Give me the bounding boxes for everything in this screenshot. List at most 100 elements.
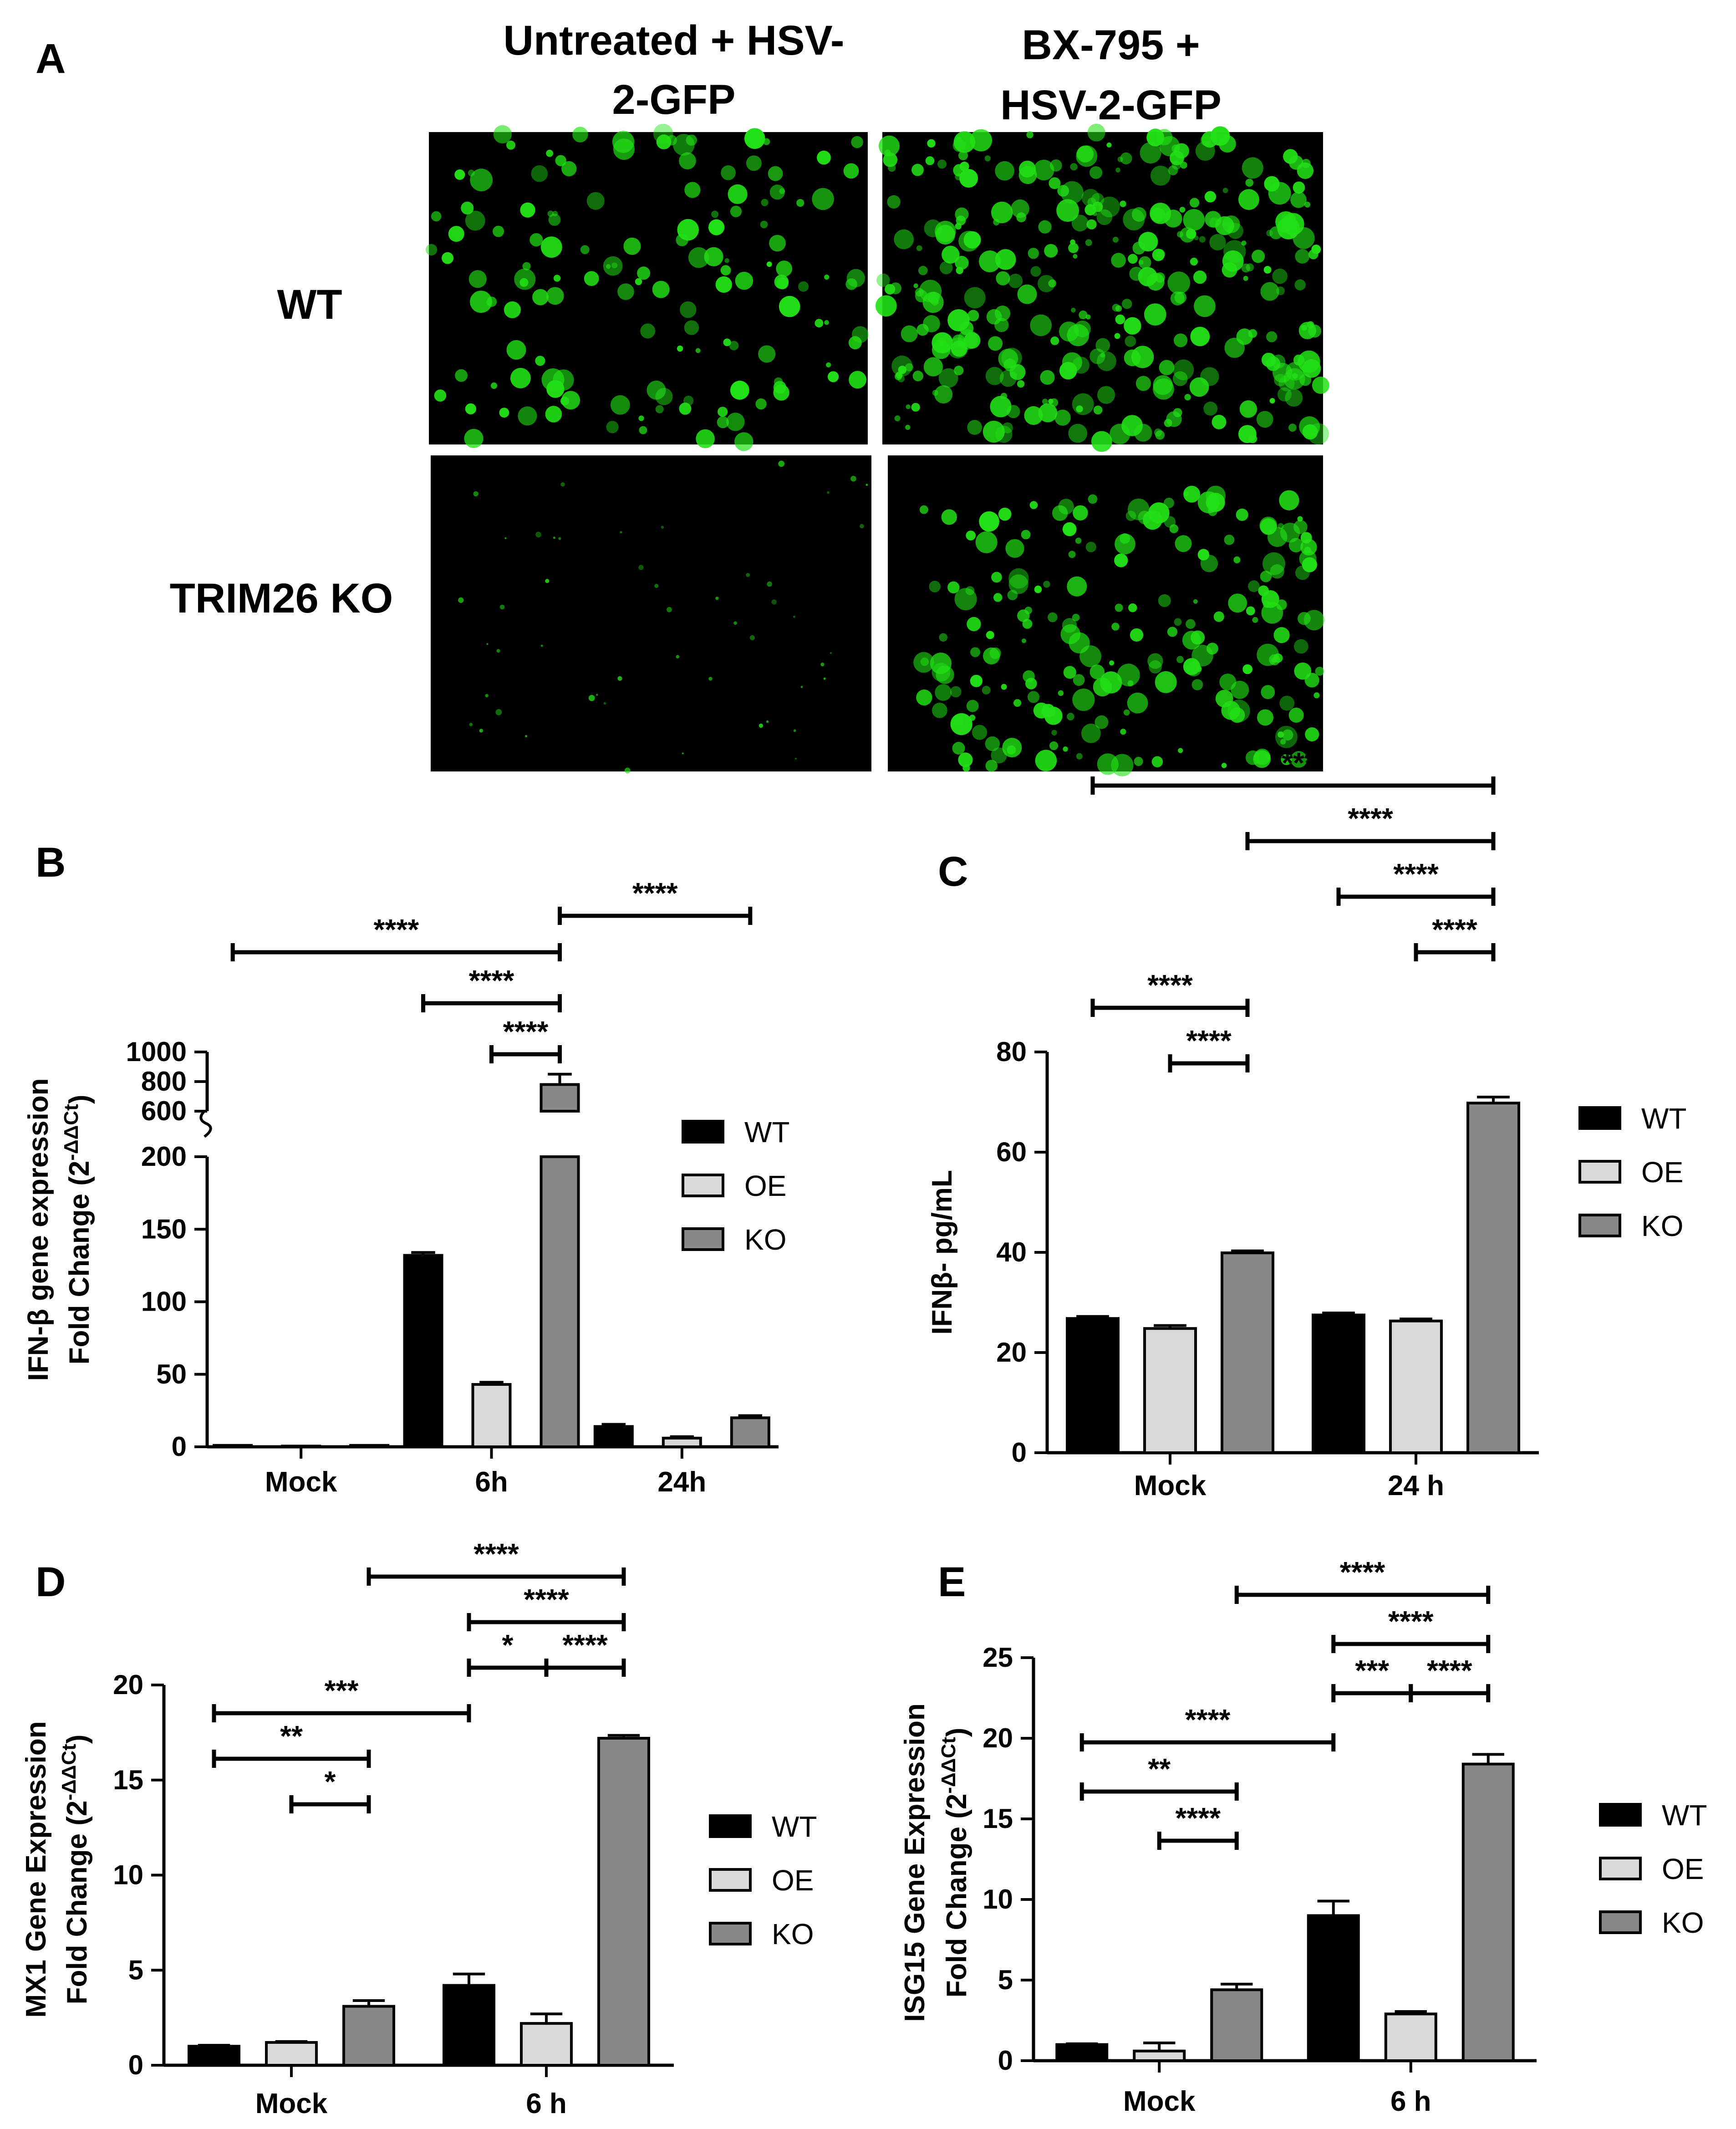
gfp-cell <box>624 767 631 774</box>
column-header-untreated-line2: 2-GFP <box>612 77 736 123</box>
gfp-cell <box>1204 191 1216 203</box>
gfp-cell <box>991 201 1013 224</box>
gfp-cell <box>1038 403 1058 423</box>
y-tick-label: 15 <box>113 1765 143 1795</box>
gfp-cell <box>1277 387 1292 402</box>
gfp-cell <box>766 261 772 267</box>
gfp-cell <box>1303 610 1324 631</box>
gfp-cell <box>1164 419 1172 427</box>
gfp-cell <box>1130 628 1144 642</box>
bar <box>1389 1319 1443 1454</box>
gfp-cell <box>1013 699 1022 707</box>
gfp-cell <box>894 229 914 250</box>
gfp-cell <box>1125 511 1136 521</box>
gfp-cell <box>1200 555 1218 572</box>
gfp-cell <box>684 320 699 335</box>
gfp-cell <box>894 415 901 422</box>
gfp-cell <box>620 531 622 534</box>
y-tick-label: 20 <box>983 1723 1013 1753</box>
gfp-cell <box>588 694 595 701</box>
gfp-cell <box>966 699 979 712</box>
gfp-cell <box>898 365 907 374</box>
gfp-cell <box>1048 279 1057 288</box>
gfp-cell <box>495 709 502 715</box>
gfp-cell <box>967 420 983 435</box>
gfp-cell <box>561 391 580 410</box>
gfp-cell <box>1035 750 1057 771</box>
gfp-cell <box>849 371 866 389</box>
gfp-cell <box>606 264 611 269</box>
gfp-cell <box>954 588 977 611</box>
bar <box>471 1383 512 1448</box>
gfp-cell <box>1135 376 1151 391</box>
gfp-cell <box>1071 214 1089 232</box>
gfp-cell <box>1060 181 1084 204</box>
gfp-cell <box>932 703 947 718</box>
micrograph-ko-bx795 <box>888 455 1324 776</box>
gfp-cell <box>995 161 1014 181</box>
gfp-cell <box>686 134 697 146</box>
gfp-cell <box>905 424 911 430</box>
gfp-cell <box>954 715 964 725</box>
gfp-cell <box>1172 371 1188 386</box>
gfp-cell <box>1158 594 1171 607</box>
gfp-cell <box>925 156 935 165</box>
gfp-cell <box>580 245 590 255</box>
gfp-cell <box>1148 502 1170 524</box>
gfp-cell <box>1073 254 1078 259</box>
legend-label-wt: WT <box>772 1810 817 1843</box>
significance-label: **** <box>1427 1654 1472 1687</box>
gfp-cell <box>1174 333 1188 347</box>
gfp-cell <box>442 252 454 264</box>
significance-brackets: **** **** **** **** <box>230 877 753 1063</box>
gfp-cell <box>1282 213 1304 235</box>
gfp-cell <box>1034 585 1042 593</box>
gfp-cell <box>531 165 548 182</box>
gfp-cell <box>611 262 618 269</box>
bar <box>342 2005 395 2067</box>
gfp-cell <box>935 225 955 245</box>
gfp-cell <box>998 348 1018 369</box>
gfp-cell <box>759 723 764 728</box>
gfp-cell <box>1213 611 1224 622</box>
gfp-cell <box>623 237 641 255</box>
gfp-cell <box>912 370 924 382</box>
gfp-cell <box>470 291 492 313</box>
gfp-cell <box>1294 279 1306 291</box>
gfp-cell <box>1028 248 1039 259</box>
gfp-cell <box>1293 520 1308 534</box>
gfp-cell <box>995 249 1016 270</box>
y-axis-label: IFN-β gene expression <box>23 1078 54 1381</box>
gfp-cell <box>988 336 1003 351</box>
gfp-cell <box>850 475 856 482</box>
gfp-cell <box>548 214 561 226</box>
bar-break-gap <box>539 1113 580 1155</box>
gfp-cell <box>911 403 920 412</box>
gfp-cell <box>998 507 1012 521</box>
gfp-cell <box>1312 377 1329 394</box>
gfp-cell <box>696 429 715 449</box>
gfp-cell <box>1009 364 1026 380</box>
gfp-cell <box>1063 666 1076 679</box>
gfp-cell <box>1268 182 1291 205</box>
gfp-cell <box>985 760 998 772</box>
gfp-cell <box>1049 741 1059 751</box>
gfp-cell <box>1295 565 1310 580</box>
gfp-cell <box>1017 380 1025 388</box>
bars <box>188 1734 650 2067</box>
gfp-cell <box>493 125 512 143</box>
gfp-cell <box>1085 541 1096 552</box>
gfp-cell <box>540 644 543 647</box>
gfp-cell <box>1302 557 1317 572</box>
gfp-cell <box>1022 619 1033 629</box>
gfp-cell <box>1005 539 1024 558</box>
gfp-cell <box>1311 245 1321 254</box>
gfp-cell <box>1260 571 1272 582</box>
y-axis-label-line2: Fold Change (2-ΔΔCt) <box>60 1095 96 1365</box>
gfp-cell <box>1106 142 1112 148</box>
gfp-cell <box>547 210 554 217</box>
gfp-cell <box>465 210 485 231</box>
gfp-cell <box>1089 664 1105 679</box>
gfp-cell <box>1147 653 1163 669</box>
